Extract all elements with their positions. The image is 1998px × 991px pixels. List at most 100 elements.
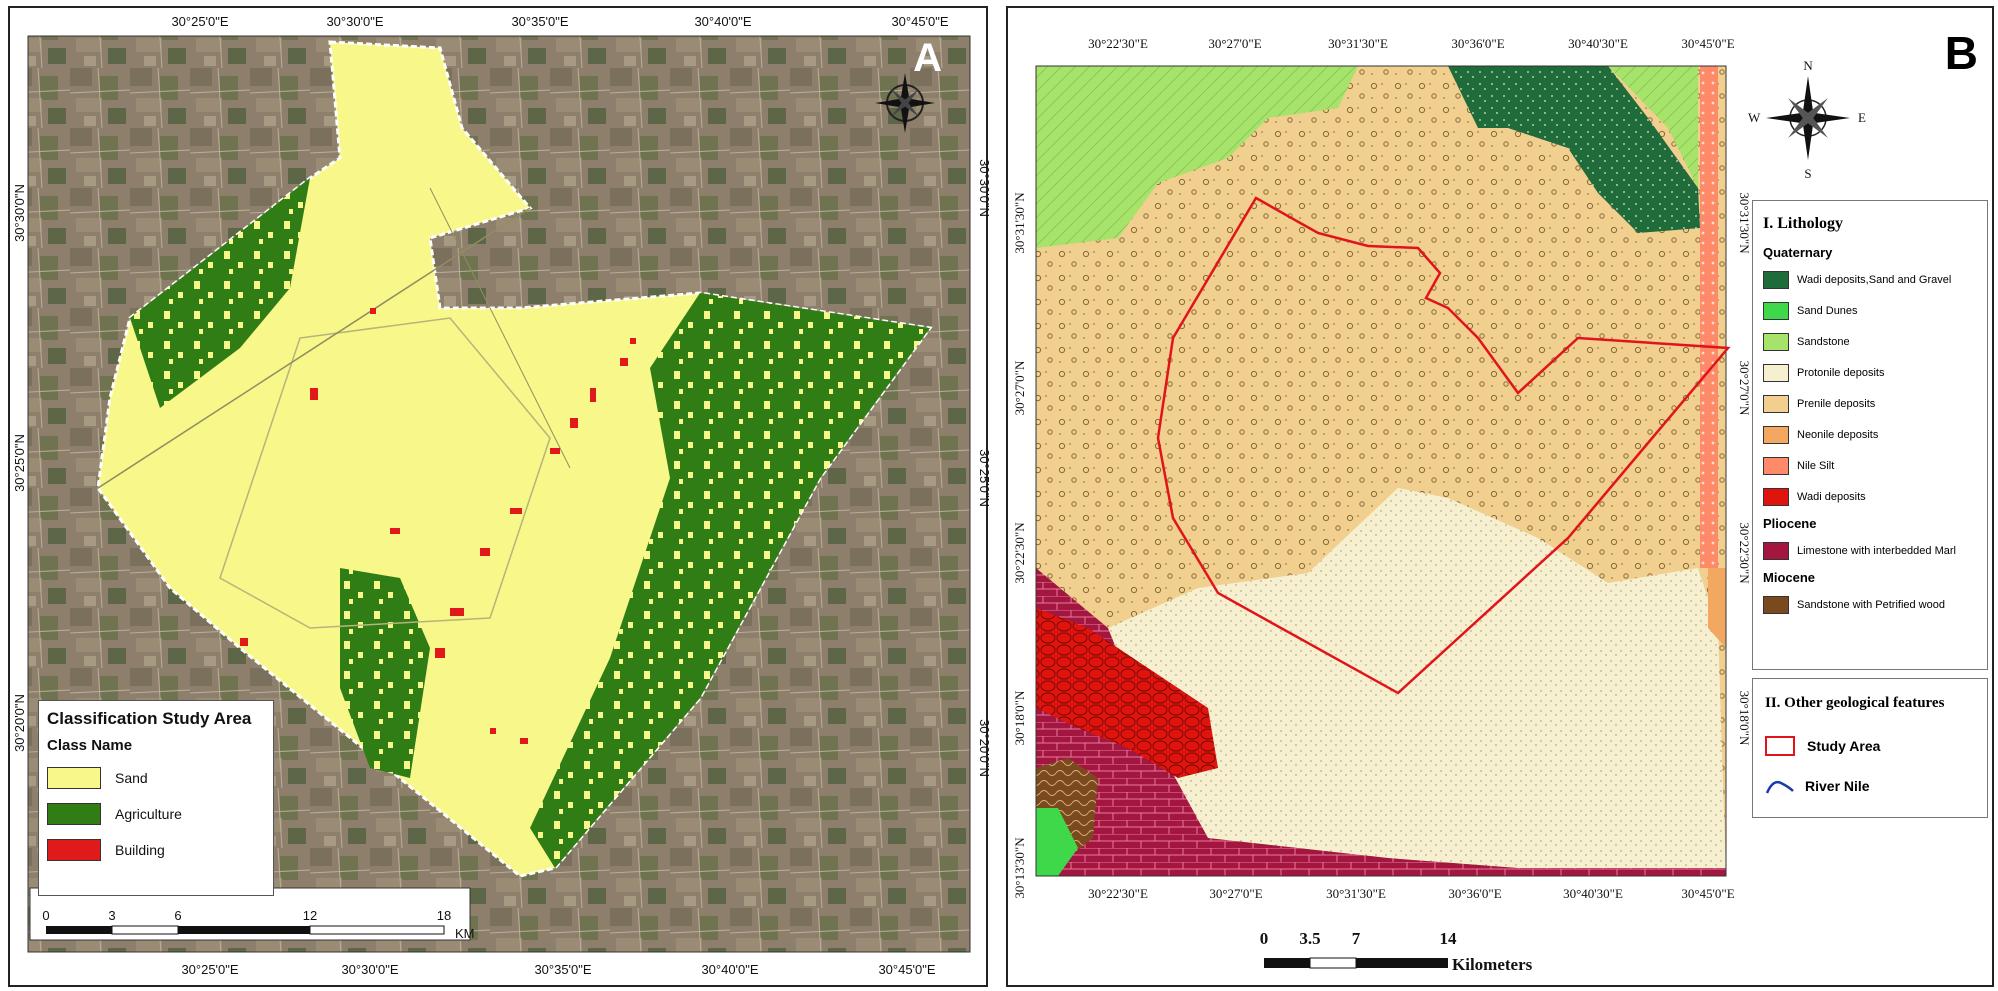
svg-text:14: 14 (1440, 929, 1458, 948)
unit-limestone (1036, 568, 1726, 876)
svg-text:E: E (1858, 110, 1866, 125)
svg-text:30°20'0"N: 30°20'0"N (977, 719, 990, 777)
svg-text:W: W (1748, 110, 1761, 125)
svg-text:30°22'30"N: 30°22'30"N (1737, 522, 1752, 584)
study-area-outline (1156, 196, 1731, 695)
unit-wadi-sand-gravel (1448, 66, 1700, 233)
svg-text:30°31'30"N: 30°31'30"N (1737, 192, 1752, 254)
svg-text:0: 0 (1260, 929, 1269, 948)
agriculture-area-left (130, 178, 310, 408)
svg-text:30°45'0"E: 30°45'0"E (878, 962, 935, 977)
legend-swatch (1763, 332, 1789, 351)
svg-text:30°18'0"N: 30°18'0"N (1737, 691, 1752, 746)
panel-a-right-ticks: 30°30'0"N 30°25'0"N 30°20'0"N (977, 159, 990, 777)
svg-text:18: 18 (437, 908, 451, 923)
svg-text:30°27'0"N: 30°27'0"N (1737, 361, 1752, 416)
svg-text:30°30'0"N: 30°30'0"N (977, 159, 990, 217)
legend-swatch (1763, 541, 1789, 560)
agriculture-area-center (340, 568, 430, 778)
svg-text:0: 0 (42, 908, 49, 923)
panel-a-classification-map: 30°25'0"E 30°30'0"E 30°35'0"E 30°40'0"E … (8, 6, 990, 987)
svg-text:30°35'0"E: 30°35'0"E (534, 962, 591, 977)
panel-a-scale-bar: 0 3 6 12 18 KM (29, 887, 475, 941)
svg-text:30°31'30"E: 30°31'30"E (1326, 886, 1386, 901)
legend-heading-lithology: I. Lithology (1763, 215, 1844, 232)
panel-b-geology-map: 30°22'30"E 30°27'0"E 30°31'30"E 30°36'0"… (1006, 6, 1994, 987)
legend-swatch (1763, 595, 1789, 614)
legend-item-river-nile: River Nile (1765, 766, 1975, 806)
legend-item-sand: Sand (47, 760, 265, 796)
svg-text:30°27'0"E: 30°27'0"E (1208, 36, 1261, 51)
legend-item: Wadi deposits (1763, 481, 1977, 512)
legend-swatch (1763, 301, 1789, 320)
unit-neonile (1708, 568, 1726, 648)
panel-a-left-ticks: 30°30'0"N 30°25'0"N 30°20'0"N (12, 184, 27, 752)
legend-subtitle: Class Name (47, 737, 133, 754)
legend-swatch (1763, 456, 1789, 475)
legend-group-pliocene: Pliocene (1763, 516, 1817, 531)
svg-text:30°40'30"E: 30°40'30"E (1563, 886, 1623, 901)
legend-swatch-agriculture (47, 803, 101, 825)
panel-b-left-ticks: 30°31'30"N 30°27'0"N 30°22'30"N 30°18'0"… (1012, 192, 1027, 899)
svg-text:30°25'0"E: 30°25'0"E (171, 14, 228, 29)
legend-group-miocene: Miocene (1763, 570, 1816, 585)
panel-b-right-ticks: 30°31'30"N 30°27'0"N 30°22'30"N 30°18'0"… (1737, 192, 1752, 746)
legend-item: Nile Silt (1763, 450, 1977, 481)
panel-b-bottom-ticks: 30°22'30"E 30°27'0"E 30°31'30"E 30°36'0"… (1088, 886, 1735, 901)
legend-label-building: Building (115, 842, 165, 858)
legend-swatch (1763, 363, 1789, 382)
legend-heading-features: II. Other geological features (1765, 695, 1945, 711)
svg-text:30°25'0"N: 30°25'0"N (977, 449, 990, 507)
panel-b-compass-icon: N S E W (1748, 58, 1866, 181)
legend-swatch (1763, 270, 1789, 289)
svg-text:30°36'0"E: 30°36'0"E (1448, 886, 1501, 901)
legend-group-quaternary: Quaternary (1763, 245, 1833, 260)
svg-text:Kilometers: Kilometers (1452, 955, 1533, 974)
legend-item: Sandstone (1763, 326, 1977, 357)
svg-text:30°40'30"E: 30°40'30"E (1568, 36, 1628, 51)
svg-text:30°36'0"E: 30°36'0"E (1451, 36, 1504, 51)
legend-item: Neonile deposits (1763, 419, 1977, 450)
legend-swatch (1763, 487, 1789, 506)
svg-text:S: S (1804, 166, 1811, 181)
panel-a-letter: A (913, 36, 942, 80)
legend-item: Limestone with interbedded Marl (1763, 535, 1977, 566)
unit-wadi-deposits (1036, 608, 1218, 778)
legend-item: Sandstone with Petrified wood (1763, 589, 1977, 620)
unit-sand-dunes (1036, 808, 1078, 876)
legend-item: Wadi deposits,Sand and Gravel (1763, 264, 1977, 295)
svg-text:N: N (1803, 58, 1813, 73)
svg-text:30°13'30"N: 30°13'30"N (1012, 837, 1027, 899)
svg-text:30°18'0"N: 30°18'0"N (1012, 690, 1027, 745)
legend-swatch-sand (47, 767, 101, 789)
svg-text:30°45'0"E: 30°45'0"E (1681, 36, 1734, 51)
svg-text:3.5: 3.5 (1299, 929, 1320, 948)
svg-text:30°22'30"E: 30°22'30"E (1088, 36, 1148, 51)
legend-title: Classification Study Area (47, 709, 252, 728)
legend-label-sand: Sand (115, 770, 148, 786)
svg-text:30°30'0"N: 30°30'0"N (12, 184, 27, 242)
unit-nile-silt (1700, 66, 1718, 568)
legend-label-agriculture: Agriculture (115, 806, 182, 822)
panel-b-features-legend: II. Other geological features Study Area… (1752, 678, 1988, 818)
panel-b-scale-bar: 0 3.5 7 14 Kilometers (1260, 929, 1533, 974)
study-area-swatch (1765, 736, 1795, 756)
svg-text:30°30'0"E: 30°30'0"E (326, 14, 383, 29)
panel-b-letter: B (1944, 27, 1978, 79)
unit-sandstone-right (1608, 66, 1698, 188)
svg-text:12: 12 (303, 908, 317, 923)
panel-b-map-svg: 30°22'30"E 30°27'0"E 30°31'30"E 30°36'0"… (1012, 36, 1866, 974)
svg-text:30°30'0"E: 30°30'0"E (341, 962, 398, 977)
svg-text:30°27'0"N: 30°27'0"N (1012, 360, 1027, 415)
panel-a-compass-icon (875, 73, 935, 133)
panel-b-lithology-legend: I. Lithology Quaternary Wadi deposits,Sa… (1752, 200, 1988, 670)
svg-text:30°40'0"E: 30°40'0"E (694, 14, 751, 29)
legend-item-study-area: Study Area (1765, 726, 1975, 766)
legend-item-building: Building (47, 832, 265, 868)
panel-a-bottom-ticks: 30°25'0"E 30°30'0"E 30°35'0"E 30°40'0"E … (181, 962, 935, 977)
svg-text:6: 6 (174, 908, 181, 923)
unit-protonile (1108, 488, 1726, 876)
svg-text:30°31'30"E: 30°31'30"E (1328, 36, 1388, 51)
svg-text:7: 7 (1352, 929, 1361, 948)
svg-text:30°22'30"E: 30°22'30"E (1088, 886, 1148, 901)
